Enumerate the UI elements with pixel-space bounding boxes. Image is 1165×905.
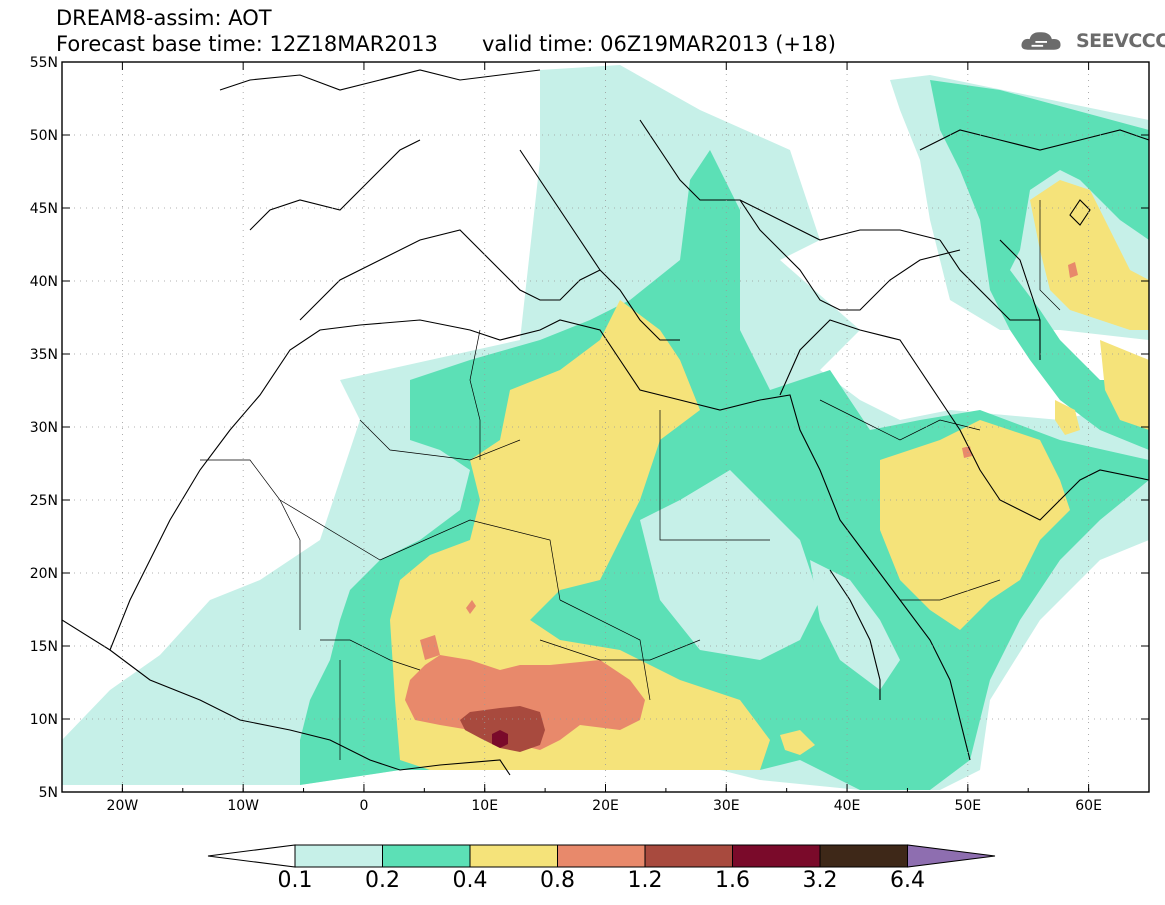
valid-time: valid time: 06Z19MAR2013 (+18) (482, 32, 836, 56)
lat-label: 40N (30, 274, 58, 290)
lon-label: 10W (227, 798, 259, 814)
lat-label: 25N (30, 493, 58, 509)
colorbar-over-triangle (907, 844, 996, 868)
cloud-logo-icon (1021, 32, 1061, 50)
lat-label: 55N (30, 55, 58, 71)
aot-field (62, 65, 1149, 790)
axis-ticks: 20W 10W 0 10E 20E 30E 40E 50E 60E 55N 50N 45N 40N 35N… (30, 55, 1150, 814)
lon-label: 0 (359, 798, 368, 814)
lon-label: 40E (834, 798, 861, 814)
colorbar-segment (469, 844, 558, 868)
lat-label: 30N (30, 420, 58, 436)
lat-label: 50N (30, 128, 58, 144)
colorbar-label: 3.2 (802, 868, 838, 893)
lon-label: 60E (1075, 798, 1102, 814)
lon-label: 50E (954, 798, 981, 814)
colorbar-label: 6.4 (890, 868, 925, 893)
coastlines (62, 69, 1149, 776)
chart-title: DREAM8-assim: AOT (56, 6, 272, 30)
colorbar-label: 0.2 (365, 868, 400, 893)
lon-label: 10E (471, 798, 498, 814)
colorbar-segment (294, 844, 383, 868)
lon-label: 20W (107, 798, 139, 814)
country-borders (200, 200, 1061, 760)
colorbar (207, 844, 996, 868)
colorbar-label: 0.8 (540, 868, 575, 893)
colorbar-segment (382, 844, 471, 868)
colorbar-label: 1.2 (627, 868, 663, 893)
colorbar-segment (557, 844, 646, 868)
lat-label: 45N (30, 201, 58, 217)
lat-label: 5N (39, 785, 58, 801)
colorbar-segment (819, 844, 908, 868)
lat-label: 35N (30, 347, 58, 363)
lat-label: 15N (30, 639, 58, 655)
logo-text: SEEVCCC (1076, 30, 1165, 52)
forecast-base-time: Forecast base time: 12Z18MAR2013 (56, 32, 438, 56)
lon-label: 30E (713, 798, 740, 814)
colorbar-label: 0.1 (277, 868, 313, 893)
colorbar-label: 1.6 (715, 868, 750, 893)
lat-label: 10N (30, 712, 58, 728)
colorbar-segment (732, 844, 821, 868)
lon-label: 20E (592, 798, 619, 814)
colorbar-under-triangle (207, 844, 296, 868)
colorbar-label: 0.4 (452, 868, 488, 893)
colorbar-segment (644, 844, 733, 868)
lat-label: 20N (30, 566, 58, 582)
